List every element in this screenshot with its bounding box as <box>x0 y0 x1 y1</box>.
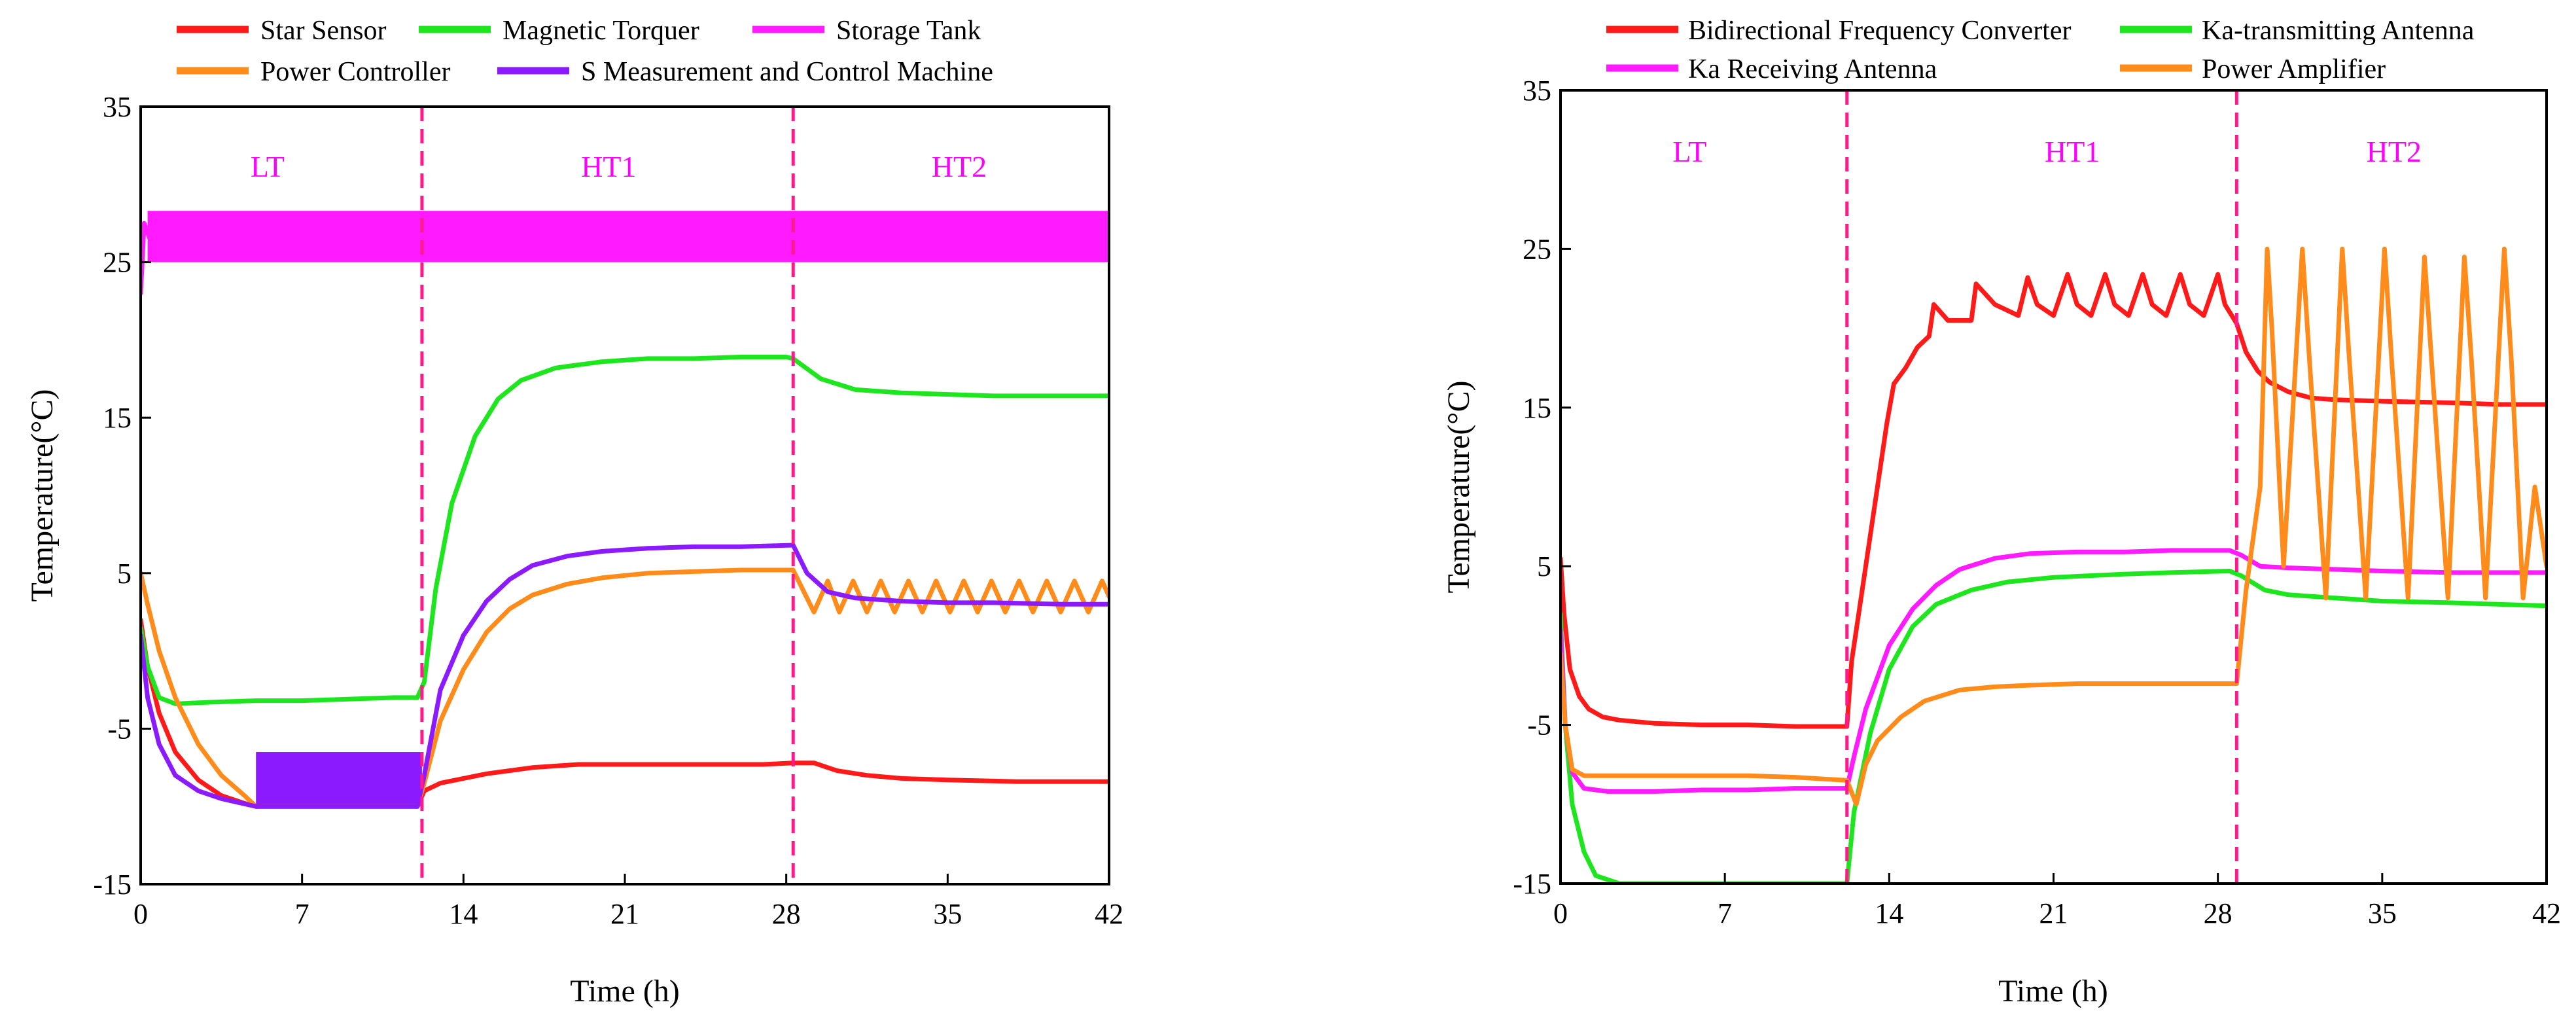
y-tick-label-left: -15 <box>93 868 132 901</box>
plot-right-phases: LT HT1 HT2 <box>1672 90 2422 884</box>
legend-label-s-measurement: S Measurement and Control Machine <box>581 57 993 87</box>
x-tick-label-right: 21 <box>2039 897 2068 929</box>
y-tick-label-left: 5 <box>117 558 132 590</box>
legend-label-bidirectional-frequency-converter: Bidirectional Frequency Converter <box>1688 16 2071 46</box>
x-tick-label-left: 28 <box>772 898 801 930</box>
series-line-magnetic-torquer <box>141 355 1109 706</box>
y-tick-label-left: 25 <box>103 247 132 279</box>
x-tick-label-left: 14 <box>449 898 478 930</box>
plot-left-axes: 0 7 14 21 28 35 42 -15 -5 5 15 25 35 <box>93 91 1123 930</box>
x-tick-label-right: 14 <box>1875 897 1903 929</box>
phase-label-lt: LT <box>1672 135 1706 168</box>
phase-label-ht2: HT2 <box>2367 135 2422 168</box>
x-tick-label-left: 21 <box>610 898 639 930</box>
legend-label-power-amplifier: Power Amplifier <box>2202 54 2386 84</box>
plot-left-bands <box>147 211 1109 807</box>
phase-label-ht1: HT1 <box>2045 135 2100 168</box>
y-tick-label-right: 35 <box>1523 75 1551 107</box>
legend-label-ka-transmitting-antenna: Ka-transmitting Antenna <box>2202 16 2475 46</box>
legend-label-magnetic-torquer: Magnetic Torquer <box>503 16 699 46</box>
x-axis-title-left: Time (h) <box>570 974 680 1009</box>
x-axis-title-right: Time (h) <box>1998 974 2108 1009</box>
legend-label-power-controller: Power Controller <box>260 57 450 87</box>
legend-label-storage-tank: Storage Tank <box>836 16 981 46</box>
x-tick-label-left: 35 <box>933 898 962 930</box>
legend-label-ka-receiving-antenna: Ka Receiving Antenna <box>1688 54 1937 84</box>
y-axis-title-left: Temperature(°C) <box>25 389 60 601</box>
y-tick-label-left: 35 <box>103 91 132 123</box>
x-tick-label-right: 28 <box>2204 897 2232 929</box>
x-tick-label-left: 42 <box>1095 898 1123 930</box>
phase-label-lt: LT <box>251 150 285 183</box>
x-tick-label-right: 42 <box>2532 897 2561 929</box>
y-tick-label-right: 5 <box>1537 550 1551 582</box>
y-tick-label-right: 15 <box>1523 392 1551 424</box>
series-line-bidirectional-frequency-converter <box>1561 272 2547 729</box>
x-tick-label-right: 0 <box>1553 897 1568 929</box>
plot-right-axes: 0 7 14 21 28 35 42 -15 -5 5 15 25 35 <box>1513 75 2561 929</box>
legend-label-star-sensor: Star Sensor <box>260 16 387 46</box>
legend-right: Bidirectional Frequency Converter Ka-tra… <box>1606 16 2475 84</box>
y-tick-label-left: -5 <box>107 713 132 745</box>
x-tick-label-right: 7 <box>1718 897 1732 929</box>
plot-right-series <box>1561 246 2547 884</box>
y-axis-title-right: Temperature(°C) <box>1441 380 1476 593</box>
plot-left-phases: LT HT1 HT2 <box>251 107 987 884</box>
x-tick-label-right: 35 <box>2368 897 2397 929</box>
phase-label-ht1: HT1 <box>581 150 636 183</box>
y-tick-label-left: 15 <box>103 402 132 434</box>
band-storage-tank <box>147 211 1109 262</box>
series-line-power-amplifier <box>1561 246 2547 807</box>
series-line-storage-tank <box>141 221 1109 296</box>
plot-left-series <box>141 221 1109 809</box>
series-line-ka-receiving-antenna <box>1561 548 2547 794</box>
series-line-star-sensor <box>141 617 1109 809</box>
x-tick-label-left: 7 <box>295 898 309 930</box>
y-tick-label-right: -15 <box>1513 868 1551 900</box>
phase-label-ht2: HT2 <box>932 150 987 183</box>
series-line-ka-transmitting-antenna <box>1561 569 2547 884</box>
series-line-s-measurement-and-control-machine <box>141 543 1109 809</box>
chart-right: Bidirectional Frequency Converter Ka-tra… <box>1441 16 2561 1009</box>
chart-left: Star Sensor Magnetic Torquer Storage Tan… <box>25 16 1123 1009</box>
band-s-measurement-and-control-machine <box>256 752 422 807</box>
x-tick-label-left: 0 <box>133 898 148 930</box>
y-tick-label-right: 25 <box>1523 233 1551 265</box>
y-tick-label-right: -5 <box>1527 709 1551 742</box>
legend-left: Star Sensor Magnetic Torquer Storage Tan… <box>177 16 993 87</box>
